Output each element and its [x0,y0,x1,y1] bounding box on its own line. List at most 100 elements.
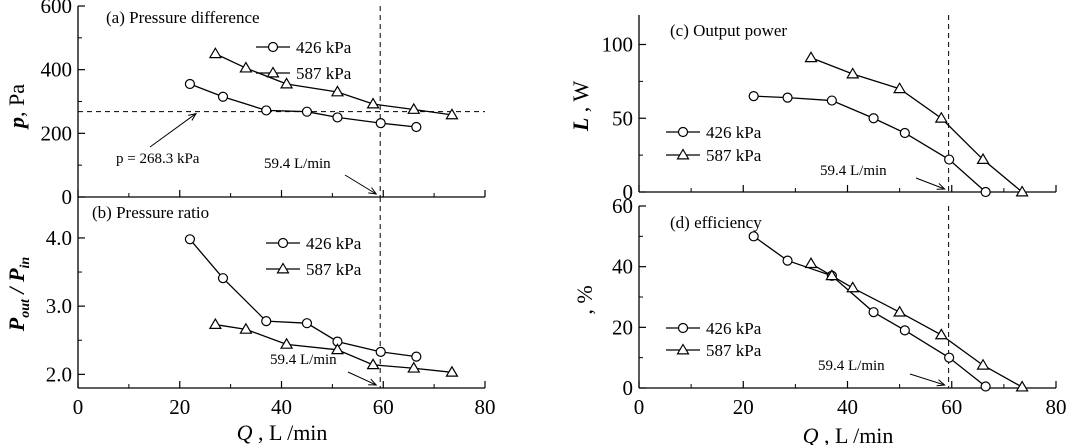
y-label-unit: , % [572,285,597,314]
point-426-kpa [217,91,229,102]
panel-d: 0 20 40 60 0 20 40 60 80 (d) efficiency 426 kPa 587… [612,194,1067,419]
arrow-line [347,371,377,386]
point-426-kpa [375,346,386,357]
y-axis-label-d: , % [572,285,597,314]
point-426-kpa [261,105,272,116]
point-426-kpa [782,92,793,103]
y-tick-label: 2.0 [46,362,72,386]
panel-a: 0 200 400 600 (a) Pressure difference 426 kPa… [41,0,486,209]
y-label-symbol: L [568,118,593,132]
x-label-unit: , L /min [818,423,893,445]
y-tick-label: 20 [612,315,633,339]
x-tick-label: 0 [73,395,84,419]
y-tick-label: 100 [602,33,634,57]
point-587-kpa [330,85,345,97]
legend-label: 426 kPa [306,234,362,253]
point-587-kpa [280,77,294,89]
panel-title: (a) Pressure difference [106,8,260,27]
point-426-kpa [899,325,910,336]
point-426-kpa [868,113,879,124]
panel-c: 0 50 100 (c) Output power 426 kPa 587 kPa 59.4… [602,15,1057,204]
series-line-587-kPa [810,57,1023,193]
y-tick-label: 200 [41,121,73,145]
y-label-unit: , Pa [4,84,29,117]
y-axis-label-b: Pout / Pin [4,257,33,333]
point-587-kpa [804,256,818,269]
y-tick-label: 40 [612,255,633,279]
point-587-kpa [804,51,818,63]
vline-label: 59.4 L/min [820,163,887,179]
point-587-kpa [825,269,839,281]
arrow-head [936,183,946,190]
y-label-symbol: p [4,117,29,130]
x-label-symbol: Q [803,423,819,445]
y-tick-label: 50 [612,106,633,130]
y-label-sub: out [18,298,33,318]
point-587-kpa [976,358,990,370]
point-426-kpa [748,91,759,102]
point-426-kpa [375,118,386,129]
y-tick-label: 60 [612,194,633,218]
y-label-unit: , W [568,81,593,118]
point-426-kpa [980,186,991,198]
point-426-kpa [899,127,910,139]
series-line-426-kPa [189,238,417,358]
point-587-kpa [976,152,990,164]
y-label-sub: in [18,257,33,269]
legend-marker-circle [677,126,689,138]
y-tick-label: 600 [41,0,73,18]
legend-marker-triangle [276,262,290,274]
point-587-kpa [934,328,948,340]
point-587-kpa [445,365,459,377]
vline-label: 59.4 L/min [264,156,331,172]
hline-label: p = 268.3 kPa [116,151,200,167]
y-tick-label: 0 [623,376,634,400]
vline-label: 59.4 L/min [818,358,885,374]
x-tick-label: 20 [169,395,190,419]
x-label-unit: , L /min [252,420,327,445]
point-426-kpa [980,381,991,392]
point-587-kpa [934,111,948,123]
point-426-kpa [184,78,196,90]
point-426-kpa [411,351,422,362]
point-426-kpa [944,154,955,165]
legend-marker-triangle [676,148,690,160]
point-587-kpa [846,281,860,293]
vline-label: 59.4 L/min [270,352,337,368]
y-tick-label: 0 [62,185,73,209]
legend-label: 426 kPa [296,38,352,57]
arrow-head [936,379,946,387]
legend-label: 426 kPa [706,123,762,142]
point-426-kpa [782,255,793,266]
point-587-kpa [1015,380,1029,392]
y-label-main: P [4,317,29,332]
point-587-kpa [893,305,907,317]
arrow-line [909,373,945,386]
point-426-kpa [748,231,759,242]
legend-label: 587 kPa [706,341,762,360]
x-tick-label: 20 [733,395,754,419]
panel-title: (b) Pressure ratio [92,203,209,222]
point-587-kpa [366,97,380,109]
y-axis-label-c: L , W [568,81,593,133]
legend-marker-triangle [676,343,690,355]
y-tick-label: 400 [41,58,73,82]
point-587-kpa [208,47,222,59]
legend-label: 587 kPa [296,64,352,83]
point-587-kpa [846,67,860,79]
legend-marker-circle [267,41,279,53]
point-426-kpa [184,234,196,245]
x-tick-label: 60 [373,395,394,419]
legend-label: 587 kPa [706,146,762,165]
point-587-kpa [407,102,421,114]
point-426-kpa [261,316,272,327]
y-tick-label: 3.0 [46,294,72,318]
arrow-line [344,174,377,195]
point-587-kpa [280,337,294,349]
point-426-kpa [332,112,343,123]
x-tick-label: 0 [634,395,645,419]
x-tick-label: 80 [1046,395,1067,419]
arrow-line [915,177,945,190]
y-label-mid: / P [4,268,29,299]
